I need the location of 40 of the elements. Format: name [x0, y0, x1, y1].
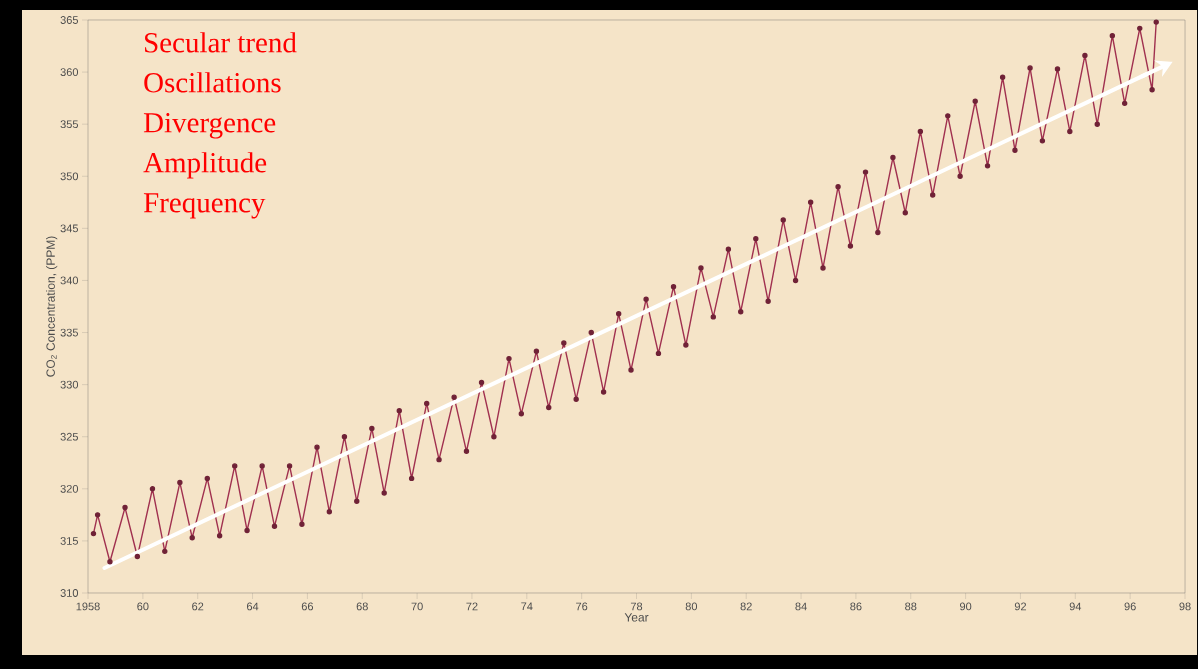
x-tick-label: 88: [905, 602, 917, 611]
x-tick-label: 84: [795, 602, 807, 611]
x-tick-label: 86: [850, 602, 862, 611]
y-axis-title: CO$_{2}$ Concentration, (PPM): [46, 236, 58, 377]
y-tick-label: 335: [60, 328, 78, 337]
annotation: Oscillations: [144, 72, 281, 93]
x-tick-label: 66: [301, 602, 314, 611]
x-tick-label: 64: [247, 602, 259, 611]
x-tick-label: 72: [466, 602, 478, 611]
y-tick-label: 310: [60, 589, 79, 597]
x-tick-label: 68: [356, 602, 368, 611]
x-tick-label: 70: [411, 602, 423, 611]
x-tick-label: 90: [960, 602, 972, 611]
y-tick-label: 360: [60, 68, 79, 76]
x-axis-title: Year: [624, 613, 649, 622]
annotation: Divergence: [143, 113, 276, 139]
y-tick-label: 340: [60, 276, 79, 285]
annotation: Frequency: [143, 193, 266, 219]
y-tick-label: 315: [60, 537, 78, 545]
annotation: Secular trend: [145, 32, 297, 53]
y-tick-label: 355: [60, 120, 78, 129]
y-tick-label: 325: [60, 432, 78, 441]
x-tick-label: 1958: [76, 602, 100, 611]
x-tick-label: 98: [1179, 602, 1191, 611]
y-tick-label: 365: [60, 16, 78, 24]
x-tick-label: 60: [137, 602, 149, 611]
x-tick-label: 96: [1124, 602, 1136, 611]
y-tick-label: 330: [60, 380, 79, 389]
x-tick-label: 78: [630, 602, 643, 611]
y-tick-label: 350: [60, 172, 79, 181]
x-tick-label: 82: [740, 602, 752, 611]
x-tick-label: 94: [1069, 602, 1082, 611]
x-tick-label: 92: [1014, 602, 1027, 611]
x-tick-label: 74: [521, 602, 533, 611]
x-tick-label: 76: [576, 602, 588, 611]
y-tick-label: 320: [60, 484, 79, 493]
x-tick-label: 62: [192, 602, 204, 611]
y-tick-label: 345: [60, 224, 78, 233]
annotation: Amplitude: [143, 152, 267, 179]
x-tick-label: 80: [685, 602, 698, 611]
